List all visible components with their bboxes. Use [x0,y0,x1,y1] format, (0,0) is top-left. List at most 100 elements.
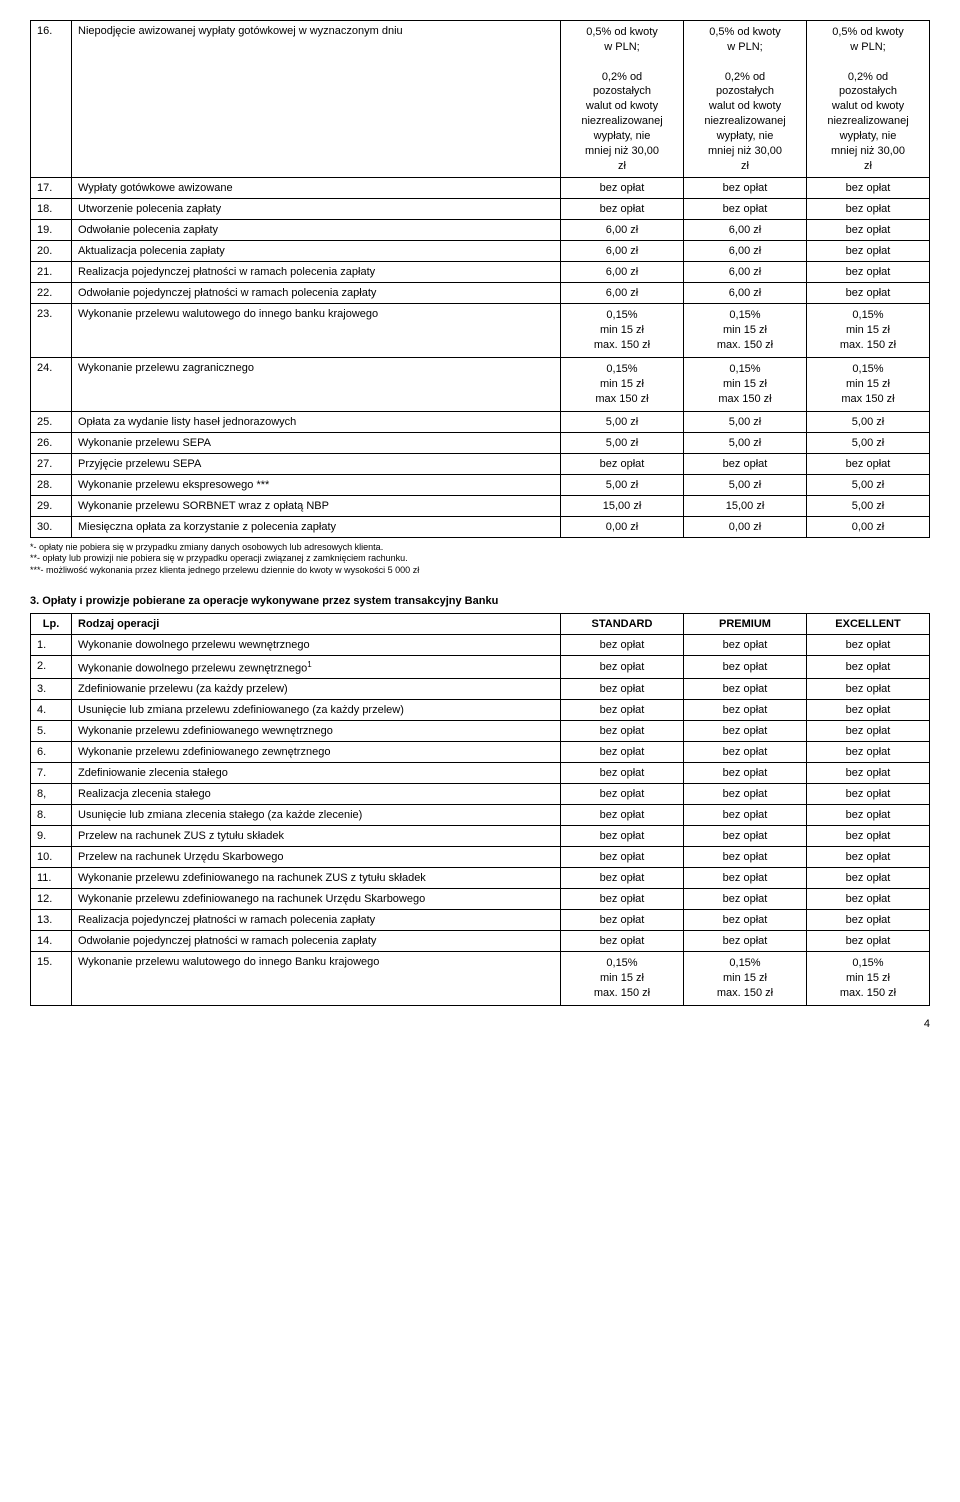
table-cell: 4. [31,700,72,721]
table-cell: bez opłat [684,742,807,763]
table-row: 10.Przelew na rachunek Urzędu Skarbowego… [31,847,930,868]
footnotes-block: *- opłaty nie pobiera się w przypadku zm… [30,542,930,577]
table-cell: bez opłat [807,931,930,952]
table-cell: bez opłat [684,868,807,889]
table-cell: 0,15%min 15 złmax. 150 zł [807,304,930,358]
table-cell: Zdefiniowanie zlecenia stałego [72,763,561,784]
table-cell: 0,15%min 15 złmax. 150 zł [561,304,684,358]
table-cell: 18. [31,199,72,220]
table-cell: bez opłat [807,742,930,763]
table-cell: 15,00 zł [684,495,807,516]
table-cell: 13. [31,910,72,931]
fees-table-1: 16.Niepodjęcie awizowanej wypłaty gotówk… [30,20,930,538]
table-cell: bez opłat [807,241,930,262]
table-cell: 5,00 zł [807,411,930,432]
table-cell: Wykonanie przelewu SORBNET wraz z opłatą… [72,495,561,516]
table-cell: bez opłat [684,826,807,847]
table-row: 6.Wykonanie przelewu zdefiniowanego zewn… [31,742,930,763]
table-row: 22.Odwołanie pojedynczej płatności w ram… [31,283,930,304]
table-cell: bez opłat [684,721,807,742]
table-row: 24.Wykonanie przelewu zagranicznego0,15%… [31,357,930,411]
header-standard: STANDARD [561,613,684,634]
table-cell: Wykonanie przelewu ekspresowego *** [72,474,561,495]
table-cell: 6,00 zł [561,283,684,304]
table-cell: Wykonanie przelewu walutowego do innego … [72,304,561,358]
table-cell: bez opłat [684,655,807,679]
table-row: 28.Wykonanie przelewu ekspresowego ***5,… [31,474,930,495]
table-cell: bez opłat [684,700,807,721]
table-cell: bez opłat [684,805,807,826]
table-row: 23.Wykonanie przelewu walutowego do inne… [31,304,930,358]
table-cell: bez opłat [561,784,684,805]
table-cell: Realizacja pojedynczej płatności w ramac… [72,262,561,283]
table-cell: 0,5% od kwotyw PLN;0,2% odpozostałychwal… [684,21,807,178]
table-cell: Odwołanie polecenia zapłaty [72,220,561,241]
table-cell: bez opłat [561,679,684,700]
table-cell: bez opłat [807,805,930,826]
table-cell: Wykonanie dowolnego przelewu zewnętrzneg… [72,655,561,679]
table-cell: bez opłat [561,199,684,220]
table-cell: Wykonanie przelewu walutowego do innego … [72,952,561,1006]
table-cell: 5,00 zł [684,474,807,495]
table-cell: Odwołanie pojedynczej płatności w ramach… [72,931,561,952]
table-cell: bez opłat [807,826,930,847]
table-cell: bez opłat [807,700,930,721]
table-cell: Wykonanie przelewu zdefiniowanego zewnęt… [72,742,561,763]
table-cell: 8. [31,805,72,826]
table-cell: 5,00 zł [684,432,807,453]
table-cell: bez opłat [561,742,684,763]
table-cell: bez opłat [561,178,684,199]
table-cell: bez opłat [561,453,684,474]
table-cell: 0,15%min 15 złmax 150 zł [561,357,684,411]
table-cell: 6. [31,742,72,763]
table-row: 9.Przelew na rachunek ZUS z tytułu skład… [31,826,930,847]
table-cell: 17. [31,178,72,199]
table-cell: bez opłat [807,178,930,199]
table-cell: bez opłat [561,910,684,931]
footnote-1: *- opłaty nie pobiera się w przypadku zm… [30,542,930,554]
header-excellent: EXCELLENT [807,613,930,634]
table-cell: 0,5% od kwotyw PLN;0,2% odpozostałychwal… [561,21,684,178]
table-cell: Zdefiniowanie przelewu (za każdy przelew… [72,679,561,700]
table-cell: Niepodjęcie awizowanej wypłaty gotówkowe… [72,21,561,178]
table-cell: Wykonanie przelewu zagranicznego [72,357,561,411]
table-cell: bez opłat [684,910,807,931]
table-cell: 29. [31,495,72,516]
table-row: 16.Niepodjęcie awizowanej wypłaty gotówk… [31,21,930,178]
table-cell: 0,15%min 15 złmax. 150 zł [561,952,684,1006]
table-row: 17.Wypłaty gotówkowe awizowanebez opłatb… [31,178,930,199]
table-cell: bez opłat [561,700,684,721]
table-cell: 26. [31,432,72,453]
table-cell: 19. [31,220,72,241]
table-cell: bez opłat [561,931,684,952]
table-cell: Wykonanie przelewu zdefiniowanego wewnęt… [72,721,561,742]
header-desc: Rodzaj operacji [72,613,561,634]
table-cell: bez opłat [684,199,807,220]
table-cell: 0,15%min 15 złmax 150 zł [684,357,807,411]
table-cell: Usunięcie lub zmiana zlecenia stałego (z… [72,805,561,826]
table-cell: 30. [31,516,72,537]
table-cell: 6,00 zł [684,220,807,241]
footnote-3: ***- możliwość wykonania przez klienta j… [30,565,930,577]
table-cell: 0,15%min 15 złmax. 150 zł [807,952,930,1006]
table-row: 26.Wykonanie przelewu SEPA5,00 zł5,00 zł… [31,432,930,453]
table-cell: 10. [31,847,72,868]
table-cell: 5,00 zł [807,432,930,453]
table-row: 3.Zdefiniowanie przelewu (za każdy przel… [31,679,930,700]
table-cell: 0,5% od kwotyw PLN;0,2% odpozostałychwal… [807,21,930,178]
table-cell: 8, [31,784,72,805]
table-cell: bez opłat [807,847,930,868]
table-cell: 27. [31,453,72,474]
footnote-ref: 1 [307,660,311,669]
table-cell: 22. [31,283,72,304]
table-row: 12.Wykonanie przelewu zdefiniowanego na … [31,889,930,910]
table-cell: 0,00 zł [807,516,930,537]
table-cell: 6,00 zł [684,241,807,262]
table-row: 20.Aktualizacja polecenia zapłaty6,00 zł… [31,241,930,262]
table-row: 19.Odwołanie polecenia zapłaty6,00 zł6,0… [31,220,930,241]
table-row: 15.Wykonanie przelewu walutowego do inne… [31,952,930,1006]
table-row: 8,Realizacja zlecenia stałegobez opłatbe… [31,784,930,805]
table-cell: 14. [31,931,72,952]
table-cell: bez opłat [684,784,807,805]
table-cell: bez opłat [807,220,930,241]
